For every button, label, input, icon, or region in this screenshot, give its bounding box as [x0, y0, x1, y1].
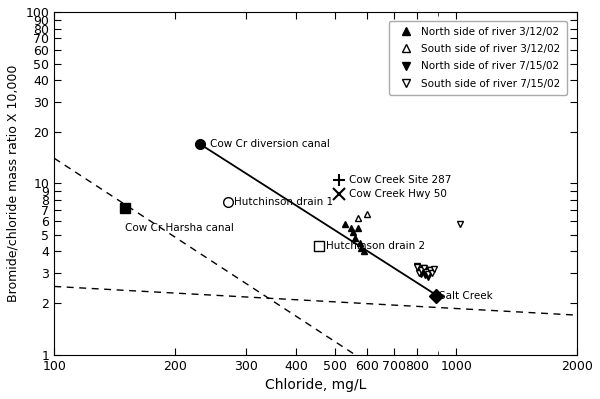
Y-axis label: Bromide/chloride mass ratio X 10,000: Bromide/chloride mass ratio X 10,000: [7, 65, 20, 302]
Text: Hutchinson drain 2: Hutchinson drain 2: [326, 241, 425, 251]
Legend: North side of river 3/12/02, South side of river 3/12/02, North side of river 7/: North side of river 3/12/02, South side …: [389, 21, 566, 95]
Text: Cow Creek Hwy 50: Cow Creek Hwy 50: [349, 189, 446, 199]
Text: Salt Creek: Salt Creek: [439, 291, 493, 301]
X-axis label: Chloride, mg/L: Chloride, mg/L: [265, 378, 367, 392]
Text: Cow Cr Harsha canal: Cow Cr Harsha canal: [125, 223, 234, 233]
Text: Cow Creek Site 287: Cow Creek Site 287: [349, 175, 451, 185]
Text: Hutchinson drain 1: Hutchinson drain 1: [235, 197, 334, 207]
Text: Cow Cr diversion canal: Cow Cr diversion canal: [210, 139, 329, 149]
